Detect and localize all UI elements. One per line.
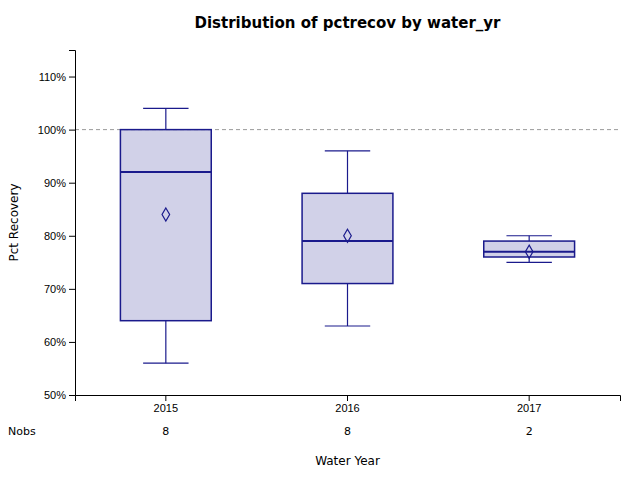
box-body	[302, 193, 393, 283]
upper-whisker-cap	[506, 235, 551, 236]
nobs-count: 8	[344, 425, 351, 438]
y-tick-mark	[69, 183, 75, 184]
y-tick: 70%	[44, 283, 75, 295]
y-tick-mark	[69, 342, 75, 343]
lower-whisker-cap	[325, 325, 370, 326]
y-tick-mark	[69, 289, 75, 290]
lower-whisker-cap	[506, 262, 551, 263]
x-tick-label: 2015	[154, 402, 178, 414]
median	[484, 251, 575, 253]
x-tick: 2016	[335, 395, 359, 414]
mean-marker	[162, 208, 170, 221]
y-tick: 90%	[44, 177, 75, 189]
box-body	[484, 241, 575, 257]
y-tick-label: 50%	[44, 389, 66, 401]
chart: 50% 60% 70% 80% 90% 100% 110% 2015 2016 2017 Nobs 8…	[0, 0, 640, 480]
y-axis-line	[69, 51, 76, 396]
upper-whisker	[165, 108, 166, 129]
y-tick-label: 80%	[44, 230, 66, 242]
y-tick-mark	[69, 130, 75, 131]
x-tick-mark	[347, 395, 348, 401]
x-tick: 2015	[154, 395, 178, 414]
y-axis-title: Pct Recovery	[7, 184, 21, 262]
y-tick-label: 110%	[39, 71, 67, 83]
upper-whisker	[347, 151, 348, 193]
y-tick-mark	[69, 395, 75, 396]
y-tick-mark	[69, 236, 75, 237]
y-tick: 80%	[44, 230, 75, 242]
x-tick-mark	[165, 395, 166, 401]
x-tick: 2017	[517, 395, 541, 414]
x-tick-label: 2017	[517, 402, 541, 414]
x-axis-line	[76, 396, 621, 402]
upper-whisker-cap	[325, 150, 370, 151]
y-tick: 60%	[44, 336, 75, 348]
y-tick-label: 60%	[44, 336, 66, 348]
upper-whisker-cap	[143, 108, 188, 109]
lower-whisker	[165, 321, 166, 363]
y-tick: 110%	[39, 71, 75, 83]
lower-whisker	[347, 284, 348, 326]
nobs-count: 8	[162, 425, 169, 438]
title: Distribution of pctrecov by water_yr	[195, 14, 502, 32]
box-body	[120, 130, 211, 321]
box	[302, 151, 393, 326]
nobs-label: Nobs	[8, 425, 36, 438]
x-axis-title: Water Year	[315, 454, 380, 468]
box	[484, 236, 575, 263]
plot: 50% 60% 70% 80% 90% 100% 110% 2015 2016 2017 Nobs 8…	[8, 51, 621, 439]
marks	[75, 108, 620, 363]
y-tick: 100%	[38, 124, 75, 136]
x-tick-mark	[529, 395, 530, 401]
nobs-count: 2	[526, 425, 533, 438]
x-axis: 2015 2016 2017	[76, 395, 621, 414]
median	[120, 171, 211, 173]
mean-marker	[344, 229, 352, 242]
mean-marker	[525, 245, 533, 258]
y-tick: 50%	[44, 389, 75, 401]
upper-whisker	[529, 236, 530, 241]
lower-whisker-cap	[143, 363, 188, 364]
x-tick-label: 2016	[335, 402, 359, 414]
y-tick-mark	[69, 77, 75, 78]
y-tick-label: 90%	[44, 177, 66, 189]
box	[120, 108, 211, 363]
y-tick-label: 100%	[38, 124, 66, 136]
y-tick-label: 70%	[44, 283, 66, 295]
y-axis: 50% 60% 70% 80% 90% 100% 110%	[38, 51, 76, 402]
